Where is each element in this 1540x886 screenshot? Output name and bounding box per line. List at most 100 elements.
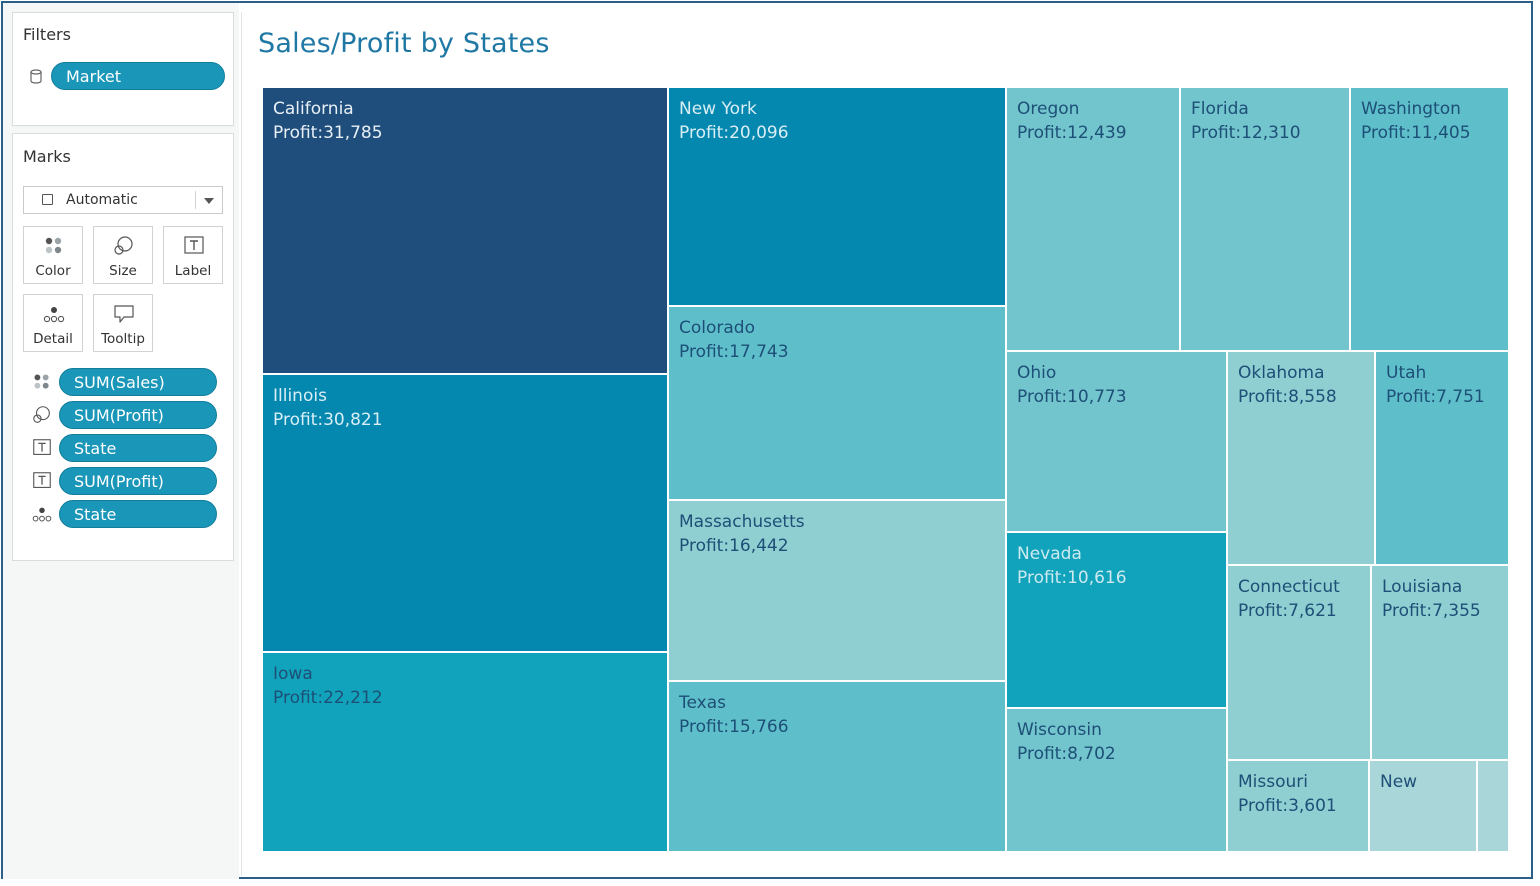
treemap-cell[interactable]: [1477, 760, 1509, 852]
treemap-cell[interactable]: Louisiana Profit:7,355: [1371, 565, 1509, 760]
profit-prefix: Profit:: [1238, 601, 1289, 621]
color-dots-icon: [45, 237, 62, 254]
treemap-profit-label: Profit:10,773: [1017, 387, 1127, 407]
color-tile-label: Color: [35, 263, 71, 279]
profit-value: 8,558: [1288, 387, 1337, 407]
treemap-state-label: Ohio: [1017, 363, 1057, 383]
profit-value: 7,751: [1436, 387, 1485, 407]
dropdown-separator: [195, 191, 196, 209]
treemap-cell[interactable]: Connecticut Profit:7,621: [1227, 565, 1371, 760]
profit-value: 22,212: [323, 688, 383, 708]
detail-dots-icon: [43, 307, 65, 323]
tooltip-tile[interactable]: Tooltip: [93, 294, 153, 352]
treemap-cell[interactable]: Oklahoma Profit:8,558: [1227, 351, 1375, 565]
treemap-state-label: Colorado: [679, 318, 755, 338]
treemap-cell[interactable]: Missouri Profit:3,601: [1227, 760, 1369, 852]
treemap-profit-label: Profit:22,212: [273, 688, 383, 708]
profit-value: 12,310: [1241, 123, 1301, 143]
profit-value: 16,442: [729, 536, 789, 556]
chevron-down-icon: [204, 198, 214, 204]
size-tile[interactable]: Size: [93, 226, 153, 284]
treemap-profit-label: Profit:16,442: [679, 536, 789, 556]
treemap-state-label: Oklahoma: [1238, 363, 1325, 383]
treemap-profit-label: Profit:8,702: [1017, 744, 1116, 764]
pill-sum-profit-label[interactable]: SUM(Profit): [59, 467, 217, 495]
treemap-state-label: New: [1380, 772, 1418, 792]
label-t-icon: [33, 439, 51, 455]
square-mark-icon: [42, 194, 53, 205]
profit-prefix: Profit:: [273, 410, 324, 430]
pill-state-label[interactable]: State: [59, 434, 217, 462]
profit-value: 7,355: [1432, 601, 1481, 621]
profit-value: 7,621: [1288, 601, 1337, 621]
treemap-cell[interactable]: Massachusetts Profit:16,442: [668, 500, 1006, 681]
mark-type-dropdown[interactable]: Automatic: [23, 186, 223, 214]
treemap-profit-label: Profit:20,096: [679, 123, 789, 143]
treemap-state-label: Washington: [1361, 99, 1461, 119]
treemap-cell[interactable]: Illinois Profit:30,821: [262, 374, 668, 652]
profit-prefix: Profit:: [1191, 123, 1242, 143]
pill-sum-sales[interactable]: SUM(Sales): [59, 368, 217, 396]
treemap-profit-label: Profit:7,751: [1386, 387, 1485, 407]
treemap-profit-label: Profit:12,310: [1191, 123, 1301, 143]
treemap-cell[interactable]: New: [1369, 760, 1477, 852]
pill-sum-profit-size[interactable]: SUM(Profit): [59, 401, 217, 429]
treemap-cell[interactable]: Wisconsin Profit:8,702: [1006, 708, 1227, 852]
treemap-profit-label: Profit:7,355: [1382, 601, 1481, 621]
label-t-icon: [33, 472, 51, 488]
tooltip-tile-label: Tooltip: [101, 331, 145, 347]
treemap-cell[interactable]: Texas Profit:15,766: [668, 681, 1006, 852]
profit-prefix: Profit:: [273, 123, 324, 143]
treemap-cell[interactable]: Utah Profit:7,751: [1375, 351, 1509, 565]
treemap-profit-label: Profit:10,616: [1017, 568, 1127, 588]
size-circles-icon: [114, 236, 133, 255]
treemap-state-label: Utah: [1386, 363, 1427, 383]
profit-value: 10,616: [1067, 568, 1127, 588]
profit-prefix: Profit:: [1017, 123, 1068, 143]
profit-prefix: Profit:: [1017, 744, 1068, 764]
tooltip-bubble-icon: [114, 305, 134, 323]
profit-prefix: Profit:: [1017, 387, 1068, 407]
left-shelf-panel: Filters Market Marks Automatic Color: [3, 3, 239, 879]
treemap-cell[interactable]: New York Profit:20,096: [668, 87, 1006, 306]
pill-state-detail[interactable]: State: [59, 500, 217, 528]
size-tile-label: Size: [109, 263, 137, 279]
filters-card: Filters Market: [12, 12, 234, 126]
profit-value: 12,439: [1067, 123, 1127, 143]
label-tile[interactable]: Label: [163, 226, 223, 284]
profit-value: 31,785: [323, 123, 383, 143]
treemap-cell[interactable]: Colorado Profit:17,743: [668, 306, 1006, 500]
profit-value: 3,601: [1288, 796, 1337, 816]
treemap: California Profit:31,785 Illinois Profit:30…: [262, 87, 1509, 852]
profit-prefix: Profit:: [273, 688, 324, 708]
detail-dots-icon: [32, 507, 52, 522]
filter-pill-market[interactable]: Market: [51, 62, 225, 90]
treemap-profit-label: Profit:8,558: [1238, 387, 1337, 407]
detail-tile[interactable]: Detail: [23, 294, 83, 352]
marks-card: Marks Automatic Color Size: [12, 133, 234, 561]
treemap-cell[interactable]: Washington Profit:11,405: [1350, 87, 1509, 351]
color-dots-icon: [34, 374, 49, 389]
treemap-profit-label: Profit:15,766: [679, 717, 789, 737]
profit-value: 15,766: [729, 717, 789, 737]
treemap-cell[interactable]: Oregon Profit:12,439: [1006, 87, 1180, 351]
treemap-profit-label: Profit:12,439: [1017, 123, 1127, 143]
treemap-state-label: Nevada: [1017, 544, 1082, 564]
marks-title: Marks: [23, 147, 71, 166]
mark-type-label: Automatic: [66, 192, 138, 208]
treemap-state-label: Texas: [679, 693, 726, 713]
color-tile[interactable]: Color: [23, 226, 83, 284]
treemap-state-label: Illinois: [273, 386, 327, 406]
treemap-cell[interactable]: California Profit:31,785: [262, 87, 668, 374]
chart-title: Sales/Profit by States: [258, 28, 550, 59]
treemap-profit-label: Profit:17,743: [679, 342, 789, 362]
treemap-profit-label: Profit:11,405: [1361, 123, 1471, 143]
profit-value: 11,405: [1411, 123, 1471, 143]
treemap-cell[interactable]: Florida Profit:12,310: [1180, 87, 1350, 351]
treemap-cell[interactable]: Ohio Profit:10,773: [1006, 351, 1227, 532]
treemap-cell[interactable]: Nevada Profit:10,616: [1006, 532, 1227, 708]
treemap-state-label: Massachusetts: [679, 512, 805, 532]
profit-prefix: Profit:: [1382, 601, 1433, 621]
treemap-state-label: California: [273, 99, 354, 119]
treemap-cell[interactable]: Iowa Profit:22,212: [262, 652, 668, 852]
